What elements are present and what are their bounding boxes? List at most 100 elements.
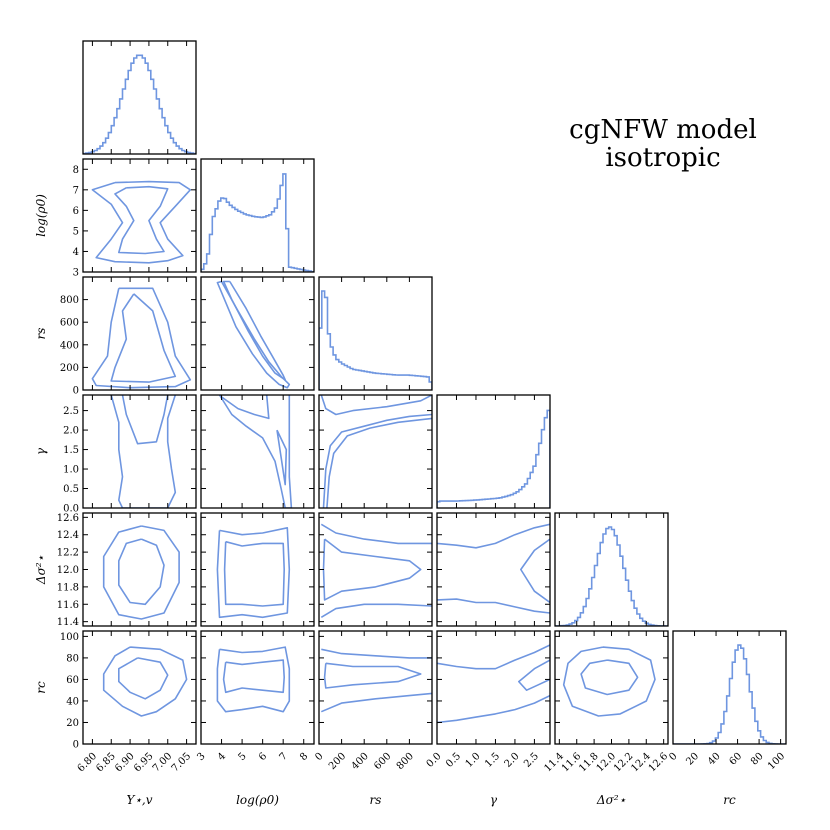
frame (436, 512, 551, 627)
panel-Delta-gamma (436, 512, 551, 627)
x-tick-label: 0.5 (444, 751, 463, 770)
frame (436, 630, 551, 745)
frame (82, 394, 197, 509)
x-tick-label: 6 (257, 751, 269, 763)
frame (436, 394, 551, 509)
contour-rs-Ups-0 (91, 287, 192, 389)
contour-gamma-rs-2 (320, 395, 432, 416)
contour-Delta-logrho0-0 (216, 527, 291, 619)
frame (82, 630, 197, 745)
panel-rc-rs: 0 200 400 600 800 rs (313, 630, 433, 807)
y-tick-label: 0 (73, 740, 79, 751)
y-axis-label-logrho0: log(ρ0) (34, 194, 48, 237)
title-line-2: isotropic (605, 143, 720, 173)
x-tick-label: 1.0 (464, 751, 483, 770)
contour-gamma-logrho0-0 (218, 395, 293, 508)
x-axis-label-Ups: Υ⋆,v (126, 793, 152, 807)
y-tick-label: 3 (73, 268, 79, 279)
y-tick-label: 2.5 (63, 406, 79, 417)
y-tick-label: 200 (60, 363, 79, 374)
histogram-logrho0 (201, 173, 314, 272)
contour-rc-gamma-0 (437, 644, 550, 670)
contour-gamma-Ups-0 (110, 395, 177, 508)
y-tick-label: 40 (66, 696, 79, 707)
x-tick-label: 100 (766, 751, 787, 772)
x-axis-label-logrho0: log(ρ0) (236, 793, 279, 807)
y-axis-label-rc: rc (34, 681, 48, 694)
frame (200, 276, 315, 391)
contour-gamma-logrho0-2 (276, 429, 288, 486)
panel-gamma-gamma (436, 394, 551, 509)
contour-Delta-rs-2 (322, 538, 422, 601)
histogram-rs (319, 290, 432, 390)
panel-rs-rs (318, 276, 433, 391)
x-tick-label: 4 (216, 751, 228, 763)
contour-Delta-rs-1 (320, 603, 432, 618)
contour-Delta-rs-0 (320, 523, 432, 545)
frame (318, 394, 433, 509)
y-tick-label: 0 (73, 386, 79, 397)
y-tick-label: 7 (73, 185, 79, 196)
y-tick-label: 12.2 (57, 548, 79, 559)
y-tick-label: 12.0 (57, 565, 79, 576)
histogram-rc (673, 644, 786, 744)
histogram-gamma (437, 409, 550, 508)
contour-Delta-logrho0-1 (223, 540, 285, 607)
x-tick-label: 1.5 (483, 751, 502, 770)
panel-rs-Ups: 0 200 400 600 800 rs (34, 276, 197, 397)
panel-Delta-rs (318, 512, 433, 627)
x-axis-label-Delta: Δσ²⋆ (596, 793, 627, 807)
y-tick-label: 5 (73, 226, 79, 237)
frame (82, 158, 197, 273)
x-tick-label: 0 (313, 751, 325, 763)
contour-Delta-gamma-0 (437, 523, 550, 549)
frame (672, 630, 787, 745)
panel-rc-Ups: 6.806.856.906.957.007.05 Υ⋆,v 0 20 40 60 80 100… (34, 630, 197, 807)
x-tick-label: 6.90 (113, 751, 137, 775)
x-tick-label: 0.0 (425, 751, 444, 770)
panel-logrho0-Ups: 3 4 5 6 7 8 log(ρ0) (34, 158, 197, 279)
contour-rc-logrho0-0 (216, 646, 291, 713)
x-tick-label: 60 (727, 751, 744, 768)
contour-rc-rs-2 (323, 662, 422, 689)
frame (318, 276, 433, 391)
contour-Delta-gamma-1 (437, 598, 550, 614)
contour-gamma-rs-1 (326, 417, 432, 508)
y-tick-label: 20 (66, 718, 79, 729)
x-axis-label-gamma: γ (490, 793, 498, 807)
contour-gamma-Ups-1 (121, 395, 169, 445)
panel-gamma-Ups: 0.0 0.5 1.0 1.5 2.0 2.5 γ (34, 394, 197, 515)
contour-rc-rs-1 (320, 692, 432, 713)
x-tick-label: 8 (298, 751, 310, 763)
x-tick-label: 40 (706, 751, 723, 768)
contour-rc-logrho0-1 (222, 659, 285, 694)
y-tick-label: 600 (60, 318, 79, 329)
x-tick-label: 80 (749, 751, 766, 768)
contour-rc-rs-0 (321, 648, 432, 659)
x-tick-label: 7 (278, 751, 290, 763)
x-tick-label: 2.0 (503, 751, 522, 770)
x-axis-label-rc: rc (723, 793, 736, 807)
x-tick-label: 400 (350, 751, 371, 772)
y-tick-label: 11.6 (57, 600, 79, 611)
y-tick-label: 60 (66, 675, 79, 686)
x-tick-label: 20 (684, 751, 701, 768)
y-tick-label: 12.6 (57, 513, 79, 524)
panel-rc-gamma: 0.0 0.5 1.0 1.5 2.0 2.5 γ (425, 630, 551, 807)
y-tick-label: 100 (60, 632, 79, 643)
contour-Delta-gamma-2 (520, 538, 550, 604)
x-tick-label: 200 (327, 751, 348, 772)
contour-rc-gamma-2 (518, 659, 550, 691)
frame (200, 158, 315, 273)
frame (82, 40, 197, 155)
y-tick-label: 80 (66, 653, 79, 664)
contour-rc-Delta-0 (562, 646, 656, 717)
y-axis-label-gamma: γ (34, 447, 48, 455)
panel-rc-logrho0: 3 4 5 6 7 8 log(ρ0) (195, 630, 315, 807)
panel-logrho0-logrho0 (200, 158, 315, 273)
histogram-Ups (83, 54, 196, 154)
frame (200, 630, 315, 745)
x-tick-label: 0 (667, 751, 679, 763)
